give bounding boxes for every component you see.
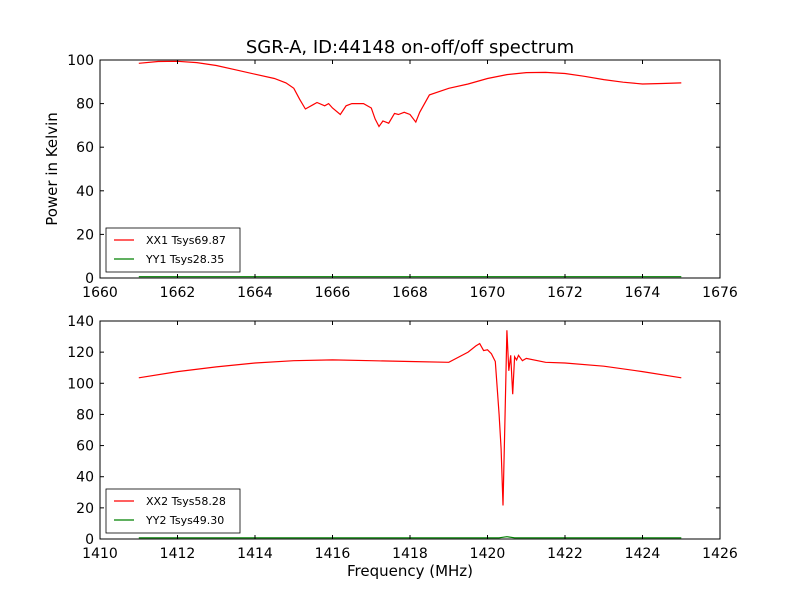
y-tick-label: 140: [67, 314, 94, 330]
y-tick-label: 100: [67, 376, 94, 392]
y-tick-label: 0: [85, 271, 94, 287]
x-tick-label: 1674: [625, 285, 661, 301]
legend: XX1 Tsys69.87 YY1 Tsys28.35: [105, 227, 241, 273]
series-line-xx: [138, 330, 682, 506]
y-tick-label: 60: [76, 439, 94, 455]
y-tick-label: 0: [85, 532, 94, 548]
legend-label: YY2 Tsys49.30: [145, 514, 224, 527]
x-axis-label: Frequency (MHz): [347, 562, 473, 580]
x-tick-label: 1412: [160, 546, 196, 562]
x-tick-label: 1410: [82, 546, 118, 562]
y-tick-label: 80: [76, 407, 94, 423]
series-line-xx: [138, 60, 682, 128]
x-tick-label: 1668: [392, 285, 428, 301]
y-tick-label: 40: [76, 184, 94, 200]
legend-label: XX1 Tsys69.87: [146, 234, 226, 247]
x-tick-label: 1664: [237, 285, 273, 301]
legend-box: [105, 227, 241, 273]
x-tick-label: 1666: [315, 285, 351, 301]
y-tick-label: 20: [76, 501, 94, 517]
y-tick-label: 20: [76, 227, 94, 243]
x-tick-label: 1662: [160, 285, 196, 301]
figure-title: SGR-A, ID:44148 on-off/off spectrum: [246, 37, 574, 58]
y-tick-label: 120: [67, 345, 94, 361]
series-line-yy: [138, 536, 682, 539]
x-tick-label: 1420: [470, 546, 506, 562]
legend: XX2 Tsys58.28 YY2 Tsys49.30: [105, 488, 241, 534]
y-tick-label: 100: [67, 53, 94, 69]
legend-label: XX2 Tsys58.28: [146, 495, 226, 508]
x-tick-label: 1660: [82, 285, 118, 301]
x-tick-label: 1414: [237, 546, 273, 562]
y-tick-label: 80: [76, 97, 94, 113]
top-panel: 1660 1662 1664 1666 1668 1670 1672 1674 1676 0 20 4…: [67, 53, 738, 301]
bottom-panel: 1410 1412 1414 1416 1418 1420 1422 1424 1426 0 20 4…: [67, 314, 738, 562]
x-tick-label: 1672: [547, 285, 583, 301]
x-tick-label: 1416: [315, 546, 351, 562]
x-tick-label: 1426: [702, 546, 738, 562]
x-tick-label: 1418: [392, 546, 428, 562]
y-tick-label: 60: [76, 140, 94, 156]
x-tick-label: 1670: [470, 285, 506, 301]
x-tick-label: 1424: [625, 546, 661, 562]
legend-label: YY1 Tsys28.35: [145, 253, 224, 266]
legend-box: [105, 488, 241, 534]
x-tick-label: 1422: [547, 546, 583, 562]
x-tick-label: 1676: [702, 285, 738, 301]
y-tick-label: 40: [76, 470, 94, 486]
y-axis-label: Power in Kelvin: [43, 112, 61, 226]
